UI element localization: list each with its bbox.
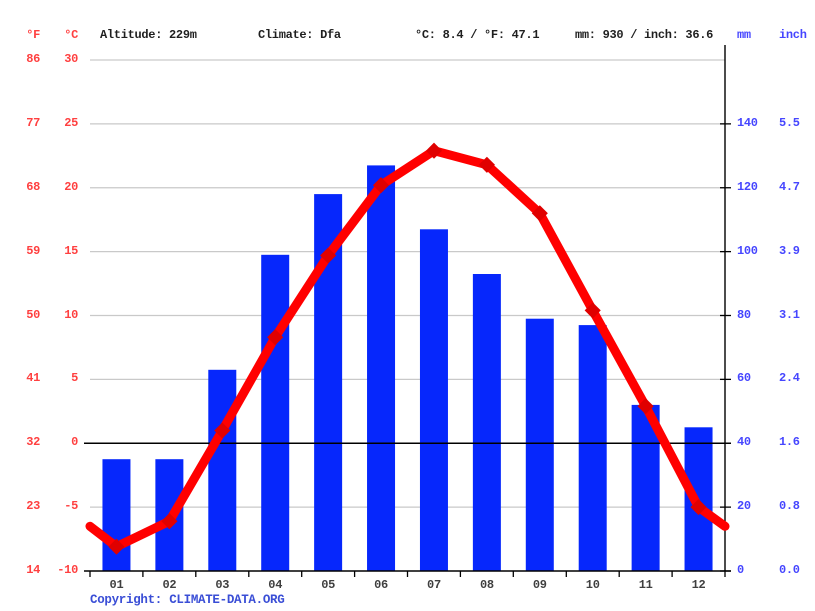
fahrenheit-tick-label: 14 <box>26 563 40 577</box>
inch-tick-label: 1.6 <box>779 435 800 450</box>
mm-tick-label: 80 <box>737 307 751 322</box>
precip-bar-07 <box>419 229 448 572</box>
mm-tick-label: 140 <box>737 115 758 130</box>
climate-classification-label: Climate: Dfa <box>258 28 341 42</box>
month-label-09: 09 <box>532 578 547 592</box>
month-label-10: 10 <box>585 578 600 592</box>
celsius-axis-title: °C <box>64 28 78 42</box>
temperature-line <box>85 146 730 552</box>
precip-bar-04 <box>261 254 290 572</box>
fahrenheit-tick-label: 41 <box>26 371 40 386</box>
mm-axis-title: mm <box>737 28 751 42</box>
precip-bar-03 <box>208 369 237 571</box>
inch-tick-label: 0.0 <box>779 563 800 577</box>
mm-tick-label: 60 <box>737 371 751 386</box>
fahrenheit-tick-label: 86 <box>26 52 40 66</box>
fahrenheit-tick-label: 68 <box>26 179 40 194</box>
precip-bar-09 <box>525 318 554 571</box>
month-label-03: 03 <box>215 578 230 592</box>
celsius-tick-label: -10 <box>57 563 78 577</box>
celsius-tick-label: 15 <box>64 243 78 258</box>
fahrenheit-tick-label: 50 <box>26 307 40 322</box>
month-label-12: 12 <box>691 578 706 592</box>
celsius-tick-label: 0 <box>71 435 78 450</box>
celsius-tick-label: 25 <box>64 115 78 130</box>
celsius-tick-label: 20 <box>64 179 78 194</box>
altitude-label: Altitude: 229m <box>100 28 197 42</box>
month-label-05: 05 <box>321 578 336 592</box>
inch-tick-label: 4.7 <box>779 179 800 194</box>
month-label-06: 06 <box>374 578 388 592</box>
mm-tick-label: 40 <box>737 435 751 450</box>
fahrenheit-tick-label: 32 <box>26 435 40 450</box>
celsius-tick-label: 5 <box>71 371 78 386</box>
fahrenheit-axis-title: °F <box>26 28 40 42</box>
copyright-link[interactable]: CLIMATE-DATA.ORG <box>169 593 285 607</box>
celsius-tick-label: -5 <box>64 499 78 514</box>
precip-bar-06 <box>367 165 396 571</box>
mm-tick-label: 20 <box>737 499 751 514</box>
mm-tick-label: 100 <box>737 243 758 258</box>
precip-bar-10 <box>578 325 607 571</box>
avg-temperature-label: °C: 8.4 / °F: 47.1 <box>415 28 540 42</box>
inch-tick-label: 3.9 <box>779 243 800 258</box>
fahrenheit-tick-label: 77 <box>26 115 40 130</box>
inch-tick-label: 5.5 <box>779 115 800 130</box>
celsius-tick-label: 10 <box>64 307 78 322</box>
total-precipitation-label: mm: 930 / inch: 36.6 <box>575 28 714 42</box>
month-label-07: 07 <box>427 578 441 592</box>
month-label-08: 08 <box>479 578 494 592</box>
fahrenheit-tick-label: 59 <box>26 243 40 258</box>
precip-bar-08 <box>472 274 501 571</box>
mm-tick-label: 120 <box>737 179 758 194</box>
fahrenheit-tick-label: 23 <box>26 499 40 514</box>
inch-tick-label: 3.1 <box>779 307 800 322</box>
copyright-label: Copyright: <box>90 593 163 607</box>
month-label-04: 04 <box>268 578 283 592</box>
month-label-11: 11 <box>638 578 653 592</box>
month-label-01: 01 <box>109 578 124 592</box>
mm-tick-label: 0 <box>737 563 744 577</box>
month-label-02: 02 <box>162 578 177 592</box>
inch-axis-title: inch <box>779 28 807 42</box>
inch-tick-label: 0.8 <box>779 499 800 514</box>
inch-tick-label: 2.4 <box>779 371 800 386</box>
celsius-tick-label: 30 <box>64 52 78 66</box>
copyright-line: Copyright: CLIMATE-DATA.ORG <box>90 592 285 608</box>
